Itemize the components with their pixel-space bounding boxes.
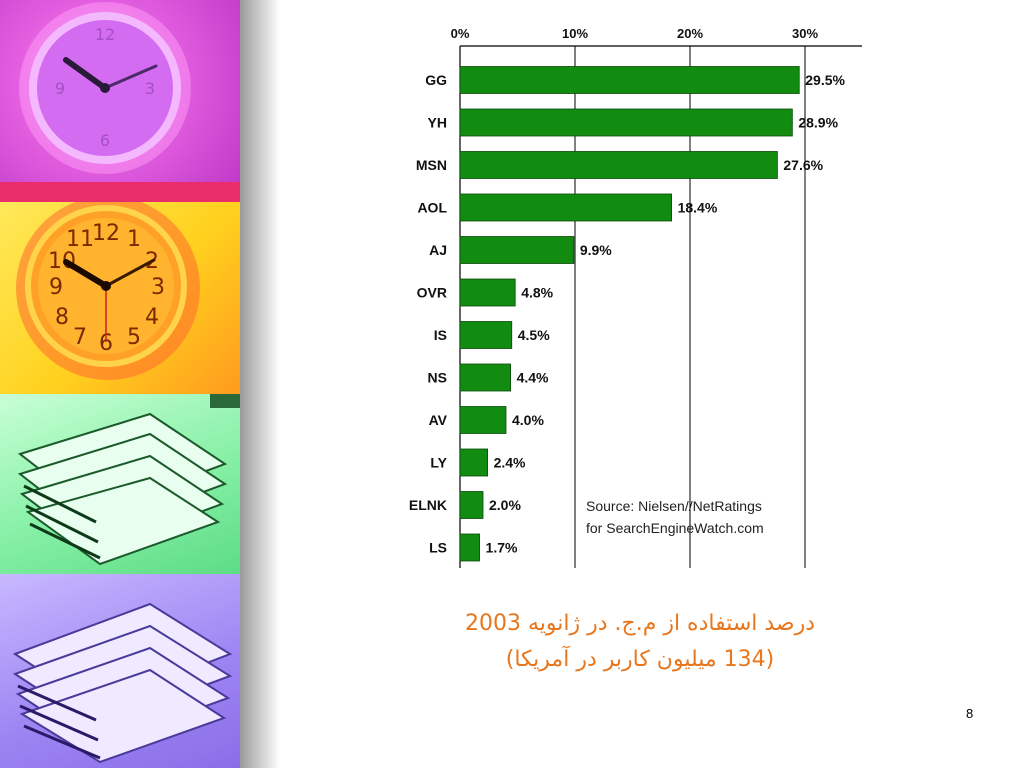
- value-label: 18.4%: [678, 200, 718, 216]
- svg-text:7: 7: [73, 325, 87, 350]
- bar: [459, 236, 575, 264]
- x-tick-label: 20%: [677, 26, 703, 41]
- category-label: LS: [429, 540, 447, 556]
- source-line-1: Source: Nielsen//NetRatings: [586, 498, 762, 514]
- value-label: 4.0%: [512, 412, 544, 428]
- value-label: 4.8%: [521, 285, 553, 301]
- svg-text:6: 6: [100, 131, 110, 150]
- value-labels: 29.5% 28.9% 27.6% 18.4% 9.9% 4.8% 4.5% 4.4% 4.0%…: [486, 72, 846, 556]
- category-labels: GG YH MSN AOL AJ OVR IS NS AV LY ELNK LS: [409, 72, 448, 556]
- x-tick-label: 0%: [451, 26, 470, 41]
- svg-text:12: 12: [92, 221, 120, 246]
- svg-text:12: 12: [95, 25, 115, 44]
- category-label: OVR: [417, 285, 447, 301]
- value-label: 1.7%: [486, 540, 518, 556]
- bar: [459, 363, 511, 392]
- book-stack-image-green: [0, 394, 240, 574]
- slide-caption: درصد استفاده از م.ج. در ژانویه 2003 (134…: [380, 606, 900, 678]
- category-label: AOL: [417, 200, 447, 216]
- value-label: 9.9%: [580, 242, 612, 258]
- category-label: MSN: [416, 157, 447, 173]
- value-label: 4.4%: [517, 370, 549, 386]
- bar: [459, 66, 800, 94]
- category-label: ELNK: [409, 497, 447, 513]
- bar: [459, 406, 507, 434]
- bar: [459, 491, 484, 519]
- value-label: 2.4%: [494, 455, 526, 471]
- category-label: YH: [428, 115, 447, 131]
- svg-text:6: 6: [99, 331, 113, 356]
- bar: [459, 321, 513, 349]
- svg-text:5: 5: [127, 325, 141, 350]
- bars: [459, 66, 800, 562]
- svg-text:8: 8: [55, 305, 69, 330]
- bar-chart: 0% 10% 20% 30% GG YH MSN AOL AJ OVR IS NS AV LY ELNK L…: [409, 26, 862, 568]
- svg-text:9: 9: [55, 79, 65, 98]
- bar: [459, 151, 778, 179]
- decorative-side-strip: 123 69 123 69 111 102 84 75: [0, 0, 240, 768]
- page-number: 8: [966, 706, 974, 721]
- strip-shadow: [240, 0, 280, 768]
- caption-line-1: درصد استفاده از م.ج. در ژانویه 2003: [464, 611, 816, 636]
- caption-line-2: (134 میلیون کاربر در آمریکا): [505, 647, 775, 672]
- svg-text:4: 4: [145, 305, 159, 330]
- category-label: IS: [434, 327, 447, 343]
- divider-band: [0, 182, 240, 202]
- x-tick-label: 30%: [792, 26, 818, 41]
- category-label: AJ: [429, 242, 447, 258]
- svg-text:3: 3: [151, 275, 165, 300]
- clock-image-yellow: 123 69 111 102 84 75: [0, 202, 240, 394]
- bar: [459, 278, 516, 307]
- category-label: GG: [425, 72, 447, 88]
- category-label: NS: [428, 370, 447, 386]
- svg-text:11: 11: [66, 227, 94, 252]
- x-tick-label: 10%: [562, 26, 588, 41]
- bar: [459, 533, 480, 562]
- svg-text:9: 9: [49, 275, 63, 300]
- svg-text:10: 10: [48, 249, 76, 274]
- svg-text:3: 3: [145, 79, 155, 98]
- value-label: 27.6%: [783, 157, 823, 173]
- clock-image-pink: 12 3 6 9: [0, 0, 240, 182]
- value-label: 2.0%: [489, 497, 521, 513]
- book-stack-image-violet: [0, 574, 240, 768]
- category-label: LY: [430, 455, 447, 471]
- bar: [459, 108, 793, 137]
- bar: [459, 448, 489, 477]
- category-label: AV: [429, 412, 448, 428]
- value-label: 4.5%: [518, 327, 550, 343]
- tick-labels: 0% 10% 20% 30%: [451, 26, 819, 41]
- value-label: 28.9%: [798, 115, 838, 131]
- bar: [459, 193, 673, 222]
- svg-text:1: 1: [127, 227, 141, 252]
- source-line-2: for SearchEngineWatch.com: [586, 520, 764, 536]
- value-label: 29.5%: [805, 72, 845, 88]
